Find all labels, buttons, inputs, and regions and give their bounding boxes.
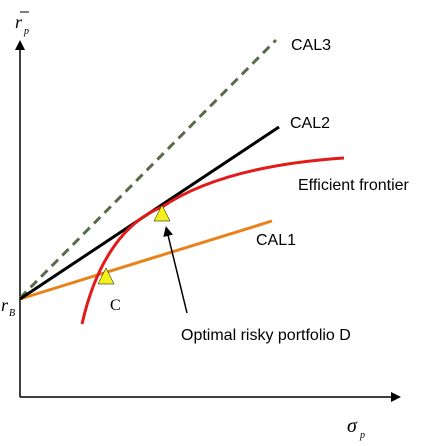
- point-d-label: Optimal risky portfolio D: [181, 327, 351, 344]
- intercept-label: r B: [1, 295, 15, 319]
- x-axis-label-sub: p: [359, 430, 365, 441]
- point-c-label: C: [110, 297, 121, 314]
- intercept-label-main: r: [1, 295, 9, 315]
- cal3-label: CAL3: [291, 37, 331, 54]
- cal1-line: [19, 219, 273, 301]
- cal3-line: [18, 38, 278, 300]
- point-c-marker: [97, 267, 115, 285]
- intercept-label-sub: B: [9, 308, 15, 319]
- x-axis-label: σ p: [347, 415, 365, 441]
- point-d-marker: [153, 204, 171, 222]
- cal1-label: CAL1: [256, 232, 296, 249]
- x-axis-label-main: σ: [347, 415, 358, 437]
- efficient-frontier-label: Efficient frontier: [298, 177, 410, 194]
- y-axis-label: r p: [15, 11, 29, 37]
- y-axis-label-sub: p: [23, 26, 29, 37]
- point-d-arrow: [163, 226, 188, 314]
- y-axis-label-main: r: [15, 12, 23, 32]
- cal2-label: CAL2: [290, 115, 330, 132]
